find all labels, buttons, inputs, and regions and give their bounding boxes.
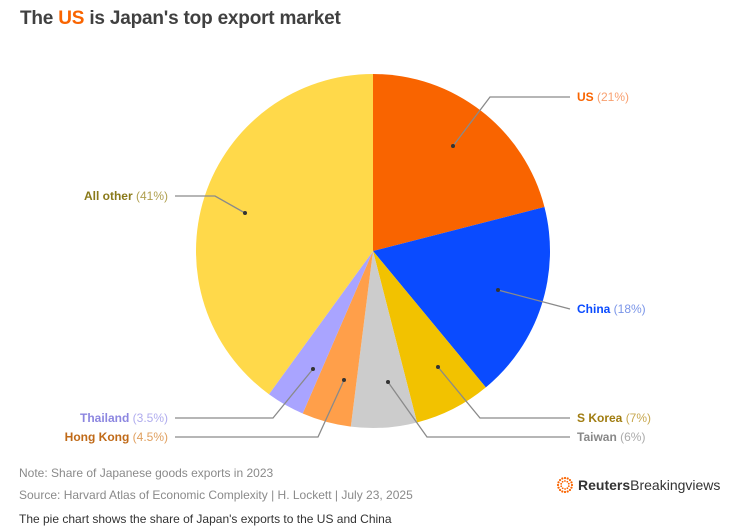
chart-note: Note: Share of Japanese goods exports in…: [19, 466, 274, 480]
reuters-logo-icon: [556, 476, 574, 494]
logo-bold-text: Reuters: [578, 477, 631, 493]
data-label-thailand: Thailand (3.5%): [80, 411, 168, 425]
slice-label: All other: [84, 189, 136, 203]
logo-light-text: Breakingviews: [630, 477, 721, 493]
chart-source: Source: Harvard Atlas of Economic Comple…: [19, 488, 413, 502]
pie-slice-thailand: [268, 251, 373, 414]
chart-description: The pie chart shows the share of Japan's…: [19, 512, 392, 526]
leader-dot-us: [451, 144, 455, 148]
leader-line-us: [452, 96, 570, 147]
slice-value: (41%): [136, 189, 168, 203]
leader-dot-thailand: [311, 367, 315, 371]
data-label-us: US (21%): [577, 90, 629, 104]
slice-label: Thailand: [80, 411, 133, 425]
slice-label: US: [577, 90, 597, 104]
data-label-all-other: All other (41%): [84, 189, 168, 203]
slice-label: S Korea: [577, 411, 626, 425]
leader-dot-taiwan: [386, 380, 390, 384]
slice-value: (3.5%): [133, 411, 168, 425]
chart-title: The US is Japan's top export market: [20, 8, 341, 30]
data-label-s-korea: S Korea (7%): [577, 411, 651, 425]
pie-slice-all-other: [196, 74, 373, 395]
leader-line-s-korea: [437, 366, 570, 419]
slice-value: (4.5%): [133, 430, 168, 444]
pie-slice-hong-kong: [302, 251, 373, 427]
leader-line-china: [497, 289, 571, 310]
leader-dot-china: [496, 288, 500, 292]
slice-label: Taiwan: [577, 430, 620, 444]
slice-label: Hong Kong: [65, 430, 133, 444]
leader-line-hong-kong: [175, 379, 345, 438]
slice-value: (6%): [620, 430, 645, 444]
title-highlight: US: [58, 8, 85, 29]
data-label-hong-kong: Hong Kong (4.5%): [65, 430, 168, 444]
pie-slice-s-korea: [373, 251, 486, 423]
pie-slice-china: [373, 206, 550, 388]
slice-label: China: [577, 302, 614, 316]
leader-dot-all-other: [243, 211, 247, 215]
data-label-china: China (18%): [577, 302, 646, 316]
leader-line-taiwan: [387, 381, 570, 438]
slice-value: (7%): [626, 411, 651, 425]
leader-line-thailand: [175, 368, 314, 419]
leader-dot-s-korea: [436, 365, 440, 369]
pie-chart: US (21%) China (18%) S Korea (7%) Taiwan (6…: [65, 74, 651, 444]
slice-value: (18%): [614, 302, 646, 316]
pie-slice-taiwan: [350, 251, 418, 428]
reuters-breakingviews-logo: ReutersBreakingviews: [556, 476, 720, 494]
title-pre: The: [20, 8, 59, 29]
leader-line-all-other: [175, 195, 246, 214]
leader-dot-hong-kong: [342, 378, 346, 382]
pie-slice-us: [373, 74, 545, 251]
data-label-taiwan: Taiwan (6%): [577, 430, 645, 444]
title-post: is Japan's top export market: [84, 8, 341, 29]
slice-value: (21%): [597, 90, 629, 104]
